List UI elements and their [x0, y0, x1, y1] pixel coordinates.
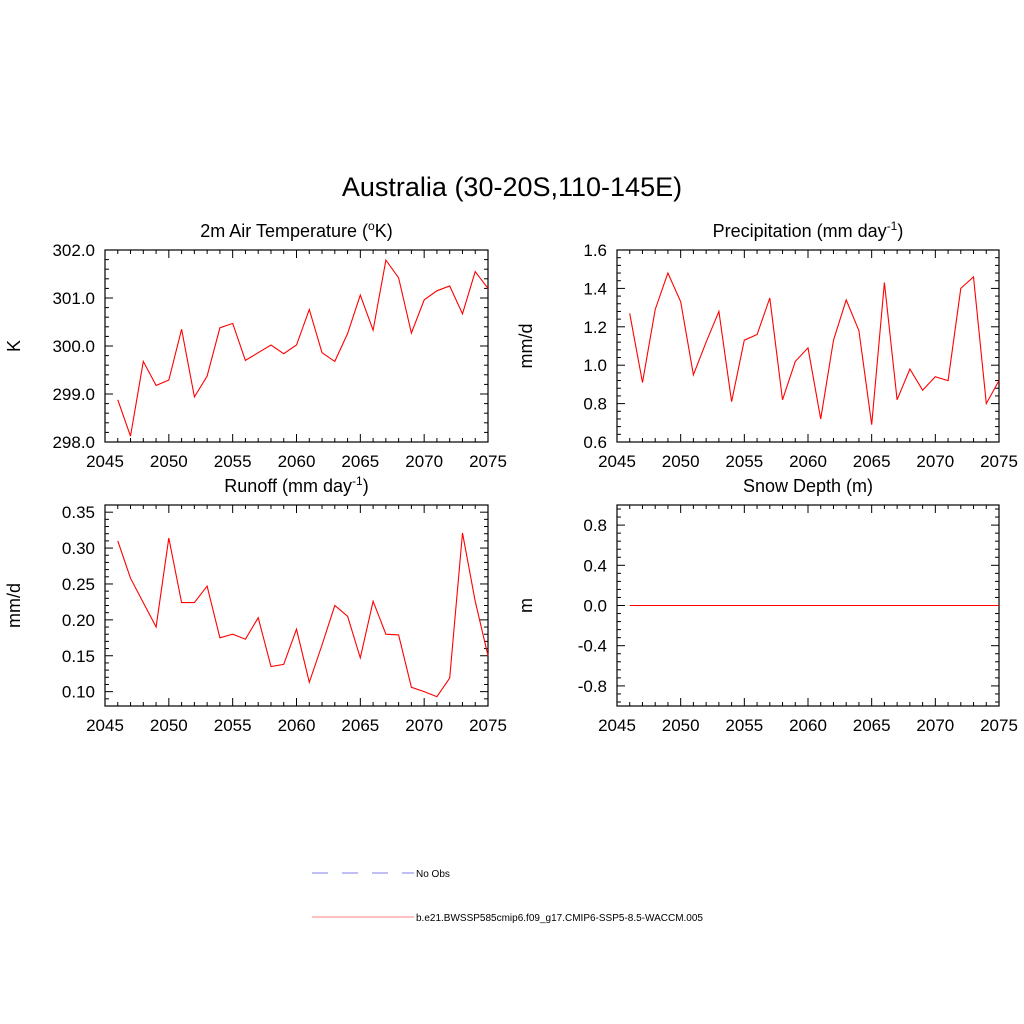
y-axis-label: K: [4, 340, 24, 352]
y-tick-label: 1.2: [583, 318, 607, 337]
y-tick-label: 299.0: [52, 385, 95, 404]
panel-title: 2m Air Temperature (oK): [200, 219, 392, 241]
panel-air-temperature: 2045 2050 2055 2060 2065 2070 2075 298.0 299.0 30…: [4, 219, 507, 471]
x-tick-label: 2060: [789, 716, 827, 735]
x-tick-label: 2075: [980, 452, 1018, 471]
x-tick-label: 2045: [86, 452, 124, 471]
x-tick-label: 2055: [214, 716, 252, 735]
panel-precipitation: 2045 2050 2055 2060 2065 2070 2075 0.6 0.8 1.0 1.2…: [516, 219, 1018, 471]
x-tick-label: 2065: [341, 716, 379, 735]
x-tick-label: 2050: [150, 716, 188, 735]
y-tick-label: 0.25: [62, 575, 95, 594]
y-tick-label: 0.8: [583, 395, 607, 414]
y-tick-label: 0.8: [583, 516, 607, 535]
y-tick-label: 0.4: [583, 556, 607, 575]
main-title: Australia (30-20S,110-145E): [342, 172, 682, 202]
x-tick-label: 2050: [150, 452, 188, 471]
x-tick-label: 2070: [916, 716, 954, 735]
x-tick-label: 2065: [853, 716, 891, 735]
y-tick-label: 298.0: [52, 433, 95, 452]
legend-label-model-run: b.e21.BWSSP585cmip6.f09_g17.CMIP6-SSP5-8…: [416, 913, 703, 924]
plot-frame: [104, 249, 489, 443]
panel-title: Precipitation (mm day-1): [713, 219, 904, 241]
panel-title-main: Precipitation (mm day: [713, 221, 887, 241]
x-tick-label: 2070: [405, 452, 443, 471]
y-tick-label: 1.0: [583, 356, 607, 375]
x-tick-label: 2075: [980, 716, 1018, 735]
x-tick-label: 2050: [662, 716, 700, 735]
x-tick-label: 2060: [278, 716, 316, 735]
panel-title-main: Snow Depth (m): [743, 476, 873, 496]
panel-title-end: K): [375, 221, 393, 241]
x-tick-label: 2060: [789, 452, 827, 471]
y-tick-label: 0.35: [62, 503, 95, 522]
x-tick-label: 2075: [469, 716, 507, 735]
plot-frame: [616, 249, 1000, 443]
y-tick-label: -0.8: [578, 677, 607, 696]
series-line: [117, 532, 489, 698]
x-tick-label: 2045: [86, 716, 124, 735]
panel-title-main: 2m Air Temperature (: [200, 221, 368, 241]
y-tick-label: 0.0: [583, 597, 607, 616]
x-tick-label: 2050: [662, 452, 700, 471]
series-line: [629, 271, 1000, 425]
y-tick-label: 0.10: [62, 683, 95, 702]
panel-title-superscript: o: [368, 219, 375, 233]
y-tick-label: 300.0: [52, 337, 95, 356]
y-axis-label: mm/d: [4, 583, 24, 628]
panel-title-end: ): [363, 476, 369, 496]
x-tick-label: 2055: [214, 452, 252, 471]
panel-title: Snow Depth (m): [743, 476, 873, 496]
panel-title: Runoff (mm day-1): [224, 474, 368, 496]
x-tick-label: 2065: [341, 452, 379, 471]
x-tick-label: 2070: [405, 716, 443, 735]
y-tick-label: 302.0: [52, 241, 95, 260]
x-tick-label: 2055: [725, 452, 763, 471]
x-tick-label: 2075: [469, 452, 507, 471]
y-tick-label: 0.15: [62, 647, 95, 666]
y-tick-label: 0.30: [62, 539, 95, 558]
y-axis-label: m: [516, 598, 536, 613]
series-line: [117, 258, 489, 437]
panel-title-superscript: -1: [887, 219, 898, 233]
x-tick-label: 2045: [598, 716, 636, 735]
y-axis-label: mm/d: [516, 324, 536, 369]
legend-label-no-obs: No Obs: [416, 869, 450, 880]
plot-frame: [104, 504, 489, 707]
legend: No Obs b.e21.BWSSP585cmip6.f09_g17.CMIP6…: [312, 869, 703, 924]
x-tick-label: 2045: [598, 452, 636, 471]
y-tick-label: 1.4: [583, 279, 607, 298]
y-tick-label: 0.20: [62, 611, 95, 630]
x-tick-label: 2055: [725, 716, 763, 735]
x-tick-label: 2065: [853, 452, 891, 471]
panel-title-main: Runoff (mm day: [224, 476, 352, 496]
panel-title-end: ): [897, 221, 903, 241]
panel-title-superscript: -1: [352, 474, 363, 488]
y-tick-label: 301.0: [52, 289, 95, 308]
x-tick-label: 2070: [916, 452, 954, 471]
panel-runoff: 2045 2050 2055 2060 2065 2070 2075 0.10 0.15 0.20…: [4, 474, 507, 735]
y-tick-label: -0.4: [578, 637, 607, 656]
panel-snow-depth: 2045 2050 2055 2060 2065 2070 2075 -0.8 -0.4 0.0 0…: [516, 476, 1018, 735]
y-tick-label: 0.6: [583, 433, 607, 452]
y-tick-label: 1.6: [583, 241, 607, 260]
x-tick-label: 2060: [278, 452, 316, 471]
